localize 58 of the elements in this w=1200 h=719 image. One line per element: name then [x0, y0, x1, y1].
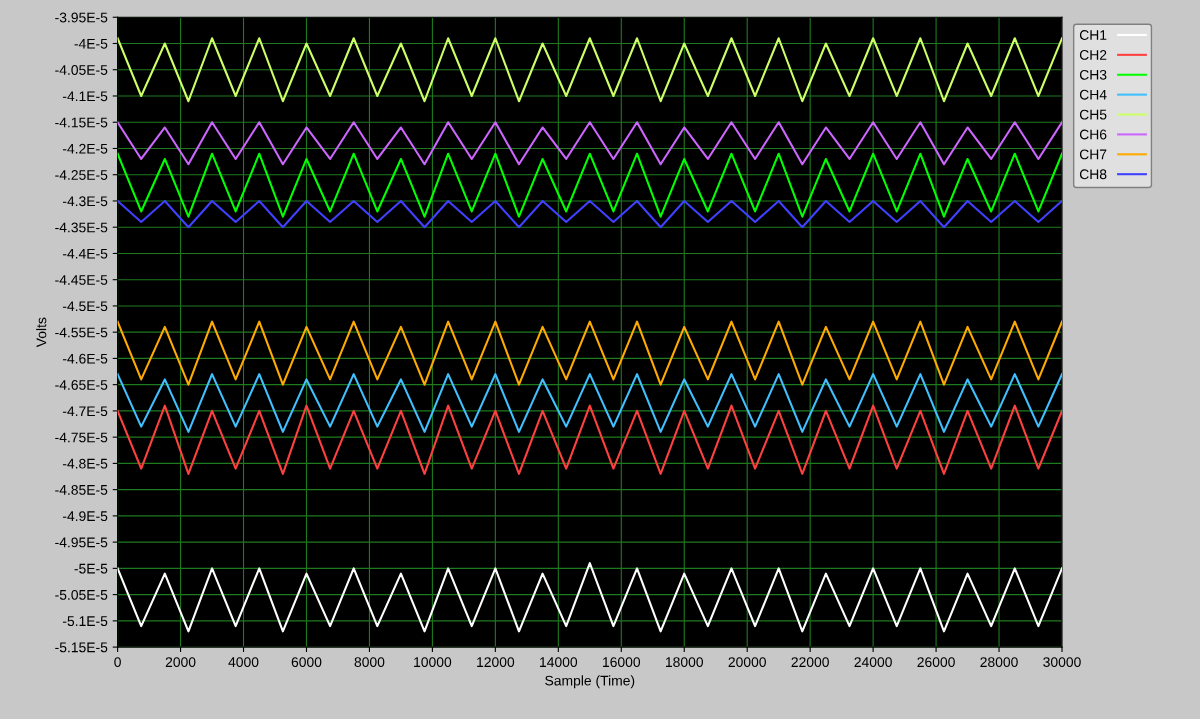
y-tick-label: -4.95E-5 [55, 537, 108, 548]
x-tick-label: 20000 [728, 657, 766, 668]
x-tick-label: 4000 [228, 657, 259, 668]
y-tick-label: -4.8E-5 [62, 458, 108, 469]
line-series [117, 562, 1062, 633]
x-tick-label: 2000 [165, 657, 196, 668]
y-tick-label: -4.1E-5 [62, 91, 108, 102]
x-tick-label: 16000 [603, 657, 641, 668]
y-tick-label: -4.9E-5 [62, 511, 108, 522]
legend-label: CH2 [1079, 50, 1107, 60]
x-tick-label: 24000 [854, 657, 892, 668]
legend-label: CH6 [1079, 129, 1107, 140]
legend-label: CH1 [1079, 30, 1107, 40]
legend-label: CH8 [1079, 169, 1107, 180]
y-tick-label: -4.05E-5 [55, 65, 108, 75]
line-series [117, 320, 1062, 386]
y-tick-label: -4.45E-5 [55, 275, 108, 285]
y-tick-label: -4.65E-5 [55, 380, 108, 390]
y-tick-label: -4.4E-5 [62, 248, 108, 259]
x-tick-label: 30000 [1043, 657, 1081, 668]
x-tick-label: 26000 [917, 657, 955, 668]
y-tick-label: -4.75E-5 [55, 432, 108, 443]
x-tick-label: 8000 [354, 657, 385, 668]
y-tick-label: -5.05E-5 [55, 589, 108, 600]
legend-label: CH4 [1079, 89, 1107, 100]
y-tick-label: -5.1E-5 [62, 616, 108, 627]
y-tick-label: -4.7E-5 [62, 406, 108, 417]
x-tick-label: 14000 [540, 657, 578, 668]
x-tick-label: 12000 [477, 657, 515, 668]
y-tick-label: -4.2E-5 [62, 143, 108, 154]
y-tick-label: -3.95E-5 [55, 12, 108, 23]
x-tick-label: 10000 [414, 657, 452, 668]
y-tick-label: -5.15E-5 [55, 642, 108, 653]
y-tick-label: -5E-5 [74, 563, 108, 574]
y-tick-label: -4.25E-5 [55, 170, 108, 180]
y-tick-label: -4.3E-5 [62, 196, 108, 207]
x-tick-label: 22000 [791, 657, 829, 668]
legend-label: CH5 [1079, 109, 1107, 120]
x-tick-label: 0 [114, 657, 121, 668]
line-series [117, 404, 1062, 475]
x-axis-title: Sample (Time) [545, 675, 635, 689]
legend-label: CH7 [1079, 149, 1107, 160]
x-tick-label: 28000 [980, 657, 1018, 668]
line-series [117, 37, 1062, 103]
y-tick-label: -4.15E-5 [55, 117, 108, 128]
y-tick-label: -4.85E-5 [55, 484, 108, 495]
x-tick-label: 6000 [291, 657, 322, 668]
y-tick-label: -4.55E-5 [55, 327, 108, 338]
legend-label: CH3 [1079, 69, 1107, 80]
y-tick-label: -4.35E-5 [55, 222, 108, 233]
x-tick-label: 18000 [665, 657, 704, 668]
y-tick-label: -4.5E-5 [62, 301, 108, 312]
y-tick-label: -4.6E-5 [62, 353, 108, 364]
y-tick-label: -4E-5 [74, 38, 108, 49]
line-series [117, 121, 1062, 166]
y-axis-title: Volts [36, 317, 47, 348]
line-series [117, 373, 1062, 433]
line-series [117, 152, 1062, 218]
